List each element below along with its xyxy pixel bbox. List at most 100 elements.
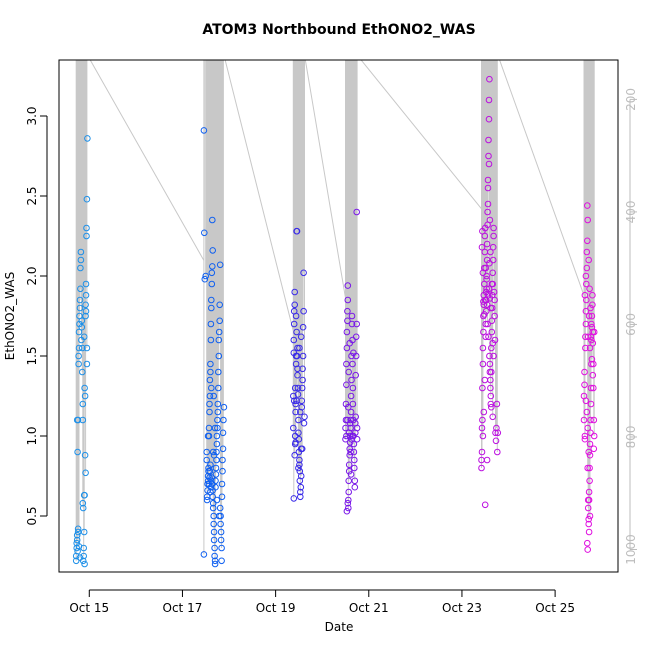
data-point xyxy=(351,464,358,472)
data-point xyxy=(203,448,210,456)
data-point xyxy=(77,248,85,256)
data-point xyxy=(342,424,349,432)
data-point xyxy=(301,413,308,421)
data-point xyxy=(485,160,493,168)
data-point xyxy=(215,352,223,360)
data-point xyxy=(586,285,593,293)
data-point xyxy=(585,256,593,264)
data-point xyxy=(479,416,486,424)
data-point xyxy=(217,528,225,536)
data-point xyxy=(345,467,353,475)
data-point xyxy=(220,416,227,424)
data-point xyxy=(588,320,595,328)
data-point xyxy=(584,333,592,341)
data-point xyxy=(582,397,590,405)
data-point xyxy=(294,391,302,398)
data-point xyxy=(83,195,91,203)
right-tick-label: 200 xyxy=(624,88,638,111)
data-point xyxy=(75,344,83,352)
data-point xyxy=(79,368,86,376)
data-point xyxy=(211,560,219,568)
data-point xyxy=(218,493,226,501)
data-point xyxy=(488,280,496,288)
data-point xyxy=(81,560,88,568)
data-point xyxy=(485,115,493,123)
data-point xyxy=(585,488,593,496)
data-point xyxy=(83,232,90,240)
data-point xyxy=(351,456,358,464)
data-point xyxy=(300,269,307,277)
data-point xyxy=(585,528,593,536)
data-point xyxy=(82,280,90,288)
data-point xyxy=(479,432,487,440)
data-point xyxy=(290,495,298,502)
data-point xyxy=(352,371,360,379)
data-point xyxy=(207,320,215,328)
data-point xyxy=(583,408,591,416)
data-point xyxy=(207,483,215,491)
data-point xyxy=(208,296,215,304)
right-axis: 200 400 600 800 1000 xyxy=(624,88,638,565)
data-point xyxy=(210,451,218,459)
data-point xyxy=(485,152,492,160)
data-point xyxy=(208,269,216,277)
data-point xyxy=(349,360,356,368)
data-point xyxy=(586,512,594,520)
data-point xyxy=(479,269,487,277)
data-point xyxy=(587,304,594,312)
data-point xyxy=(291,288,299,296)
data-point xyxy=(348,312,356,320)
data-point xyxy=(200,127,208,134)
data-point xyxy=(353,208,361,216)
data-point xyxy=(353,424,361,432)
data-point xyxy=(585,520,593,528)
data-point xyxy=(490,352,497,360)
data-point xyxy=(290,336,298,344)
data-point xyxy=(83,360,91,368)
data-point xyxy=(345,429,353,437)
y-tick-label: 0.5 xyxy=(25,506,39,525)
data-point xyxy=(293,227,301,235)
data-point xyxy=(581,381,588,389)
data-point xyxy=(84,135,91,142)
data-point xyxy=(488,403,495,411)
data-point xyxy=(481,501,489,509)
data-point xyxy=(211,424,219,432)
data-point xyxy=(487,384,494,392)
data-point xyxy=(209,247,216,254)
data-point xyxy=(213,432,221,440)
data-point xyxy=(343,344,351,352)
data-point xyxy=(208,384,215,392)
data-point xyxy=(77,264,84,272)
data-point xyxy=(292,408,299,416)
data-point xyxy=(80,333,88,341)
data-point xyxy=(590,432,598,440)
data-point xyxy=(346,439,354,446)
data-point xyxy=(295,429,302,437)
data-point xyxy=(296,344,303,352)
data-point xyxy=(216,261,224,269)
data-point xyxy=(80,552,87,560)
data-point xyxy=(81,384,88,392)
data-point xyxy=(79,504,87,512)
data-point xyxy=(80,528,88,536)
altitude-trace xyxy=(75,60,595,561)
data-point xyxy=(588,355,596,363)
data-point xyxy=(208,474,216,481)
data-point xyxy=(580,416,588,424)
x-axis: Oct 15 Oct 17 Oct 19 Oct 21 Oct 23 Oct 25 xyxy=(69,589,575,615)
data-point xyxy=(483,456,491,464)
data-point xyxy=(588,360,595,368)
data-point xyxy=(206,400,213,408)
data-point xyxy=(214,424,221,432)
data-point xyxy=(352,413,360,421)
data-point xyxy=(347,448,354,456)
data-point xyxy=(582,307,590,315)
data-point xyxy=(487,304,495,312)
data-point xyxy=(353,320,361,328)
data-point xyxy=(299,352,307,360)
data-point xyxy=(75,352,82,360)
x-tick-label: Oct 15 xyxy=(69,601,109,615)
data-point xyxy=(480,408,488,416)
